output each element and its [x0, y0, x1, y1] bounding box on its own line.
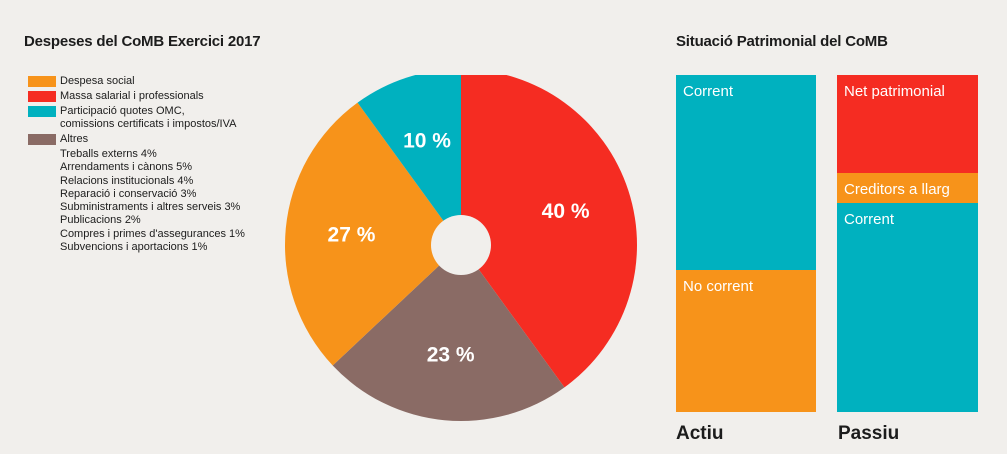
pie-slice-label: 23 % — [427, 344, 475, 367]
other-breakdown-item: Reparació i conservació 3% — [60, 187, 197, 200]
expenses-pie-chart: 40 % 23 % 27 % 10 % — [285, 75, 637, 421]
pie-slice-1 — [332, 245, 565, 421]
legend-item-omc: Participació quotes OMC, comissions cert… — [28, 105, 245, 131]
other-breakdown-list: Treballs externs 4% Arrendaments i cànon… — [28, 148, 245, 254]
legend-item-salary: Massa salarial i professionals — [28, 90, 245, 103]
bar-segment-label: Net patrimonial — [844, 83, 945, 100]
patrimonial-chart-title: Situació Patrimonial del CoMB — [676, 33, 888, 50]
bar-label-passiu: Passiu — [838, 423, 900, 444]
bar-label-actiu: Actiu — [676, 423, 724, 444]
bar-segment: Creditors a llarg — [837, 172, 978, 204]
bar-passiu: Net patrimonial Creditors a llarg Corrent — [837, 75, 978, 412]
pie-slice-label: 10 % — [403, 129, 451, 152]
expenses-chart-title: Despeses del CoMB Exercici 2017 — [24, 33, 261, 50]
bar-segment-label: Corrent — [844, 211, 895, 229]
bar-segment-label: No corrent — [683, 278, 754, 296]
legend-swatch — [28, 134, 56, 145]
bar-actiu: Corrent No corrent — [676, 75, 816, 412]
legend-label: Participació quotes OMC, — [60, 105, 185, 117]
pie-slice-3 — [357, 75, 461, 245]
bar-segment: Corrent — [837, 203, 978, 412]
pie-slice-label: 40 % — [542, 200, 590, 223]
pie-legend: Despesa social Massa salarial i professi… — [28, 75, 245, 254]
other-breakdown-item: Relacions institucionals 4% — [60, 174, 194, 187]
bar-segment-label: Corrent — [683, 83, 734, 100]
other-breakdown-item: Subvencions i aportacions 1% — [60, 241, 208, 254]
legend-item-other: Altres — [28, 133, 245, 146]
other-breakdown-item: Compres i primes d'assegurances 1% — [60, 227, 245, 240]
other-breakdown-item: Treballs externs 4% — [60, 148, 157, 160]
pie-slice-label: 27 % — [328, 224, 376, 247]
legend-swatch — [28, 76, 56, 87]
bar-segment: No corrent — [676, 270, 816, 412]
bar-segment: Net patrimonial — [837, 75, 978, 173]
legend-label: Despesa social — [60, 75, 135, 87]
legend-swatch — [28, 106, 56, 117]
other-breakdown-item: Arrendaments i cànons 5% — [60, 161, 193, 174]
legend-item-social: Despesa social — [28, 75, 245, 88]
legend-label: Altres — [60, 133, 89, 145]
other-breakdown-item: Publicacions 2% — [60, 214, 141, 227]
pie-center-hole — [431, 215, 491, 275]
legend-label: Massa salarial i professionals — [60, 90, 204, 102]
other-breakdown-item: Subministraments i altres serveis 3% — [60, 201, 241, 214]
bar-segment-label: Creditors a llarg — [844, 180, 950, 198]
pie-slice-0 — [461, 75, 637, 388]
legend-swatch — [28, 91, 56, 102]
pie-slice-2 — [285, 102, 461, 366]
bar-segment: Corrent — [676, 75, 816, 271]
legend-label-line2: comissions certificats i impostos/IVA — [60, 118, 237, 130]
